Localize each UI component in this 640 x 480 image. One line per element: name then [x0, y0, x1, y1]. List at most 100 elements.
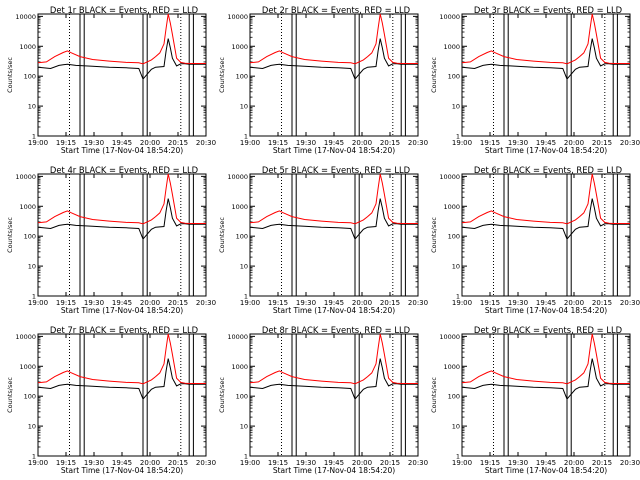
panel-title: Det 9r BLACK = Events, RED = LLD — [474, 325, 622, 335]
y-tick-label: 10 — [28, 423, 36, 431]
x-axis-label: Start Time (17-Nov-04 18:54:20) — [273, 146, 395, 155]
y-tick-label: 1 — [32, 293, 36, 301]
panel-6: Det 6r BLACK = Events, RED = LLD 19:00 19:… — [430, 165, 640, 315]
y-tick-label: 1 — [456, 293, 460, 301]
x-tick-label: 19:15 — [480, 139, 500, 147]
x-tick-label: 19:45 — [536, 299, 556, 307]
y-tick-label: 10 — [452, 263, 460, 271]
y-tick-label: 10000 — [15, 13, 36, 21]
series-events-line — [37, 38, 206, 81]
y-tick-label: 100 — [448, 73, 460, 81]
x-axis-label: Start Time (17-Nov-04 18:54:20) — [485, 306, 607, 315]
y-tick-label: 100 — [24, 73, 36, 81]
panel-title: Det 3r BLACK = Events, RED = LLD — [474, 5, 622, 15]
x-tick-label: 19:45 — [112, 459, 132, 467]
series-events-line — [461, 198, 630, 241]
x-tick-label: 20:15 — [168, 459, 188, 467]
y-tick-label: 10000 — [227, 13, 248, 21]
x-tick-label: 19:15 — [268, 299, 288, 307]
series-lld-line — [249, 173, 418, 225]
y-tick-label: 100 — [24, 393, 36, 401]
series-lld-line — [249, 13, 418, 65]
y-tick-label: 10000 — [15, 333, 36, 341]
y-tick-label: 1000 — [443, 43, 460, 51]
x-tick-label: 19:45 — [112, 139, 132, 147]
x-tick-label: 20:00 — [564, 459, 584, 467]
y-tick-label: 100 — [236, 73, 248, 81]
series-events-line — [249, 38, 418, 81]
x-tick-label: 19:30 — [296, 139, 316, 147]
series-lld-line — [249, 333, 418, 385]
x-tick-label: 20:00 — [140, 459, 160, 467]
x-axis-label: Start Time (17-Nov-04 18:54:20) — [61, 146, 183, 155]
x-tick-label: 19:15 — [56, 299, 76, 307]
y-tick-label: 1 — [456, 453, 460, 461]
panel-title: Det 4r BLACK = Events, RED = LLD — [50, 165, 198, 175]
y-tick-label: 10000 — [439, 13, 460, 21]
x-tick-label: 19:15 — [56, 459, 76, 467]
x-tick-label: 20:30 — [620, 459, 640, 467]
y-tick-label: 100 — [24, 233, 36, 241]
x-tick-label: 20:30 — [408, 139, 428, 147]
y-tick-label: 1000 — [19, 363, 36, 371]
y-tick-label: 10 — [28, 103, 36, 111]
series-events-line — [461, 358, 630, 401]
x-tick-label: 20:00 — [140, 299, 160, 307]
x-axis-label: Start Time (17-Nov-04 18:54:20) — [61, 466, 183, 475]
y-tick-label: 1 — [456, 133, 460, 141]
series-lld-line — [461, 333, 630, 385]
x-axis-label: Start Time (17-Nov-04 18:54:20) — [485, 466, 607, 475]
panel-2: Det 2r BLACK = Events, RED = LLD 19:00 19:… — [218, 5, 428, 155]
y-tick-label: 100 — [448, 393, 460, 401]
x-tick-label: 19:30 — [508, 139, 528, 147]
panel-8: Det 8r BLACK = Events, RED = LLD 19:00 19:… — [218, 325, 428, 475]
y-axis-label: Counts/sec — [218, 217, 226, 253]
series-lld-line — [37, 13, 206, 65]
panel-9: Det 9r BLACK = Events, RED = LLD 19:00 19:… — [430, 325, 640, 475]
panel-title: Det 6r BLACK = Events, RED = LLD — [474, 165, 622, 175]
series-events-line — [249, 198, 418, 241]
x-tick-label: 19:15 — [56, 139, 76, 147]
y-axis-label: Counts/sec — [430, 57, 438, 93]
x-tick-label: 19:00 — [452, 459, 472, 467]
x-tick-label: 19:30 — [296, 299, 316, 307]
x-tick-label: 19:45 — [324, 139, 344, 147]
x-tick-label: 19:15 — [268, 459, 288, 467]
panel-title: Det 1r BLACK = Events, RED = LLD — [50, 5, 198, 15]
x-tick-label: 19:45 — [324, 299, 344, 307]
x-axis-label: Start Time (17-Nov-04 18:54:20) — [273, 306, 395, 315]
x-tick-label: 20:00 — [564, 299, 584, 307]
y-axis-label: Counts/sec — [430, 217, 438, 253]
x-tick-label: 19:00 — [240, 139, 260, 147]
x-tick-label: 19:00 — [28, 299, 48, 307]
y-tick-label: 1 — [244, 293, 248, 301]
x-tick-label: 20:30 — [196, 459, 216, 467]
series-events-line — [461, 38, 630, 81]
series-events-line — [37, 358, 206, 401]
x-tick-label: 20:15 — [168, 139, 188, 147]
y-tick-label: 1000 — [231, 43, 248, 51]
panel-title: Det 8r BLACK = Events, RED = LLD — [262, 325, 410, 335]
panel-title: Det 7r BLACK = Events, RED = LLD — [50, 325, 198, 335]
panel-1: Det 1r BLACK = Events, RED = LLD 19:00 19:… — [6, 5, 216, 155]
x-tick-label: 20:00 — [352, 299, 372, 307]
x-tick-label: 20:15 — [592, 299, 612, 307]
y-axis-label: Counts/sec — [430, 377, 438, 413]
y-tick-label: 10 — [240, 103, 248, 111]
y-tick-label: 10 — [240, 423, 248, 431]
y-tick-label: 1 — [244, 453, 248, 461]
y-tick-label: 1 — [32, 453, 36, 461]
x-tick-label: 19:45 — [536, 139, 556, 147]
y-tick-label: 10000 — [227, 173, 248, 181]
y-tick-label: 1000 — [231, 203, 248, 211]
y-tick-label: 1000 — [231, 363, 248, 371]
x-tick-label: 19:45 — [536, 459, 556, 467]
x-axis-label: Start Time (17-Nov-04 18:54:20) — [485, 146, 607, 155]
x-tick-label: 19:30 — [296, 459, 316, 467]
x-tick-label: 20:00 — [140, 139, 160, 147]
x-tick-label: 20:30 — [408, 459, 428, 467]
y-tick-label: 10000 — [15, 173, 36, 181]
x-tick-label: 19:15 — [480, 299, 500, 307]
